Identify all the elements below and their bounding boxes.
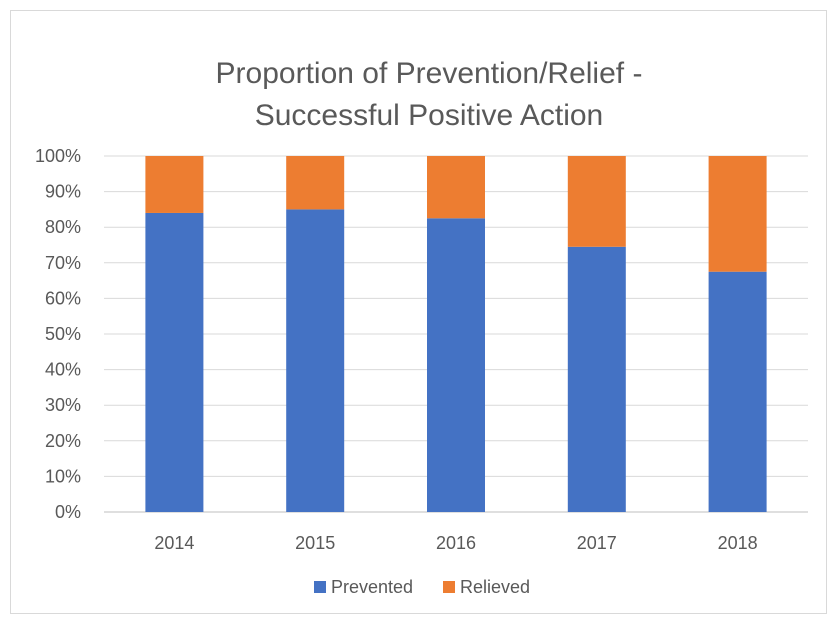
y-tick-label: 100% bbox=[35, 146, 81, 166]
legend-label-prevented: Prevented bbox=[331, 577, 413, 597]
legend: Prevented Relieved bbox=[314, 577, 530, 597]
chart-title-line-1: Proportion of Prevention/Relief - bbox=[216, 57, 643, 90]
chart-svg: Proportion of Prevention/Relief - Succes… bbox=[35, 57, 808, 597]
y-tick-label: 50% bbox=[45, 324, 81, 344]
x-tick-label: 2017 bbox=[577, 533, 617, 553]
x-tick-label: 2018 bbox=[718, 533, 758, 553]
bar-prevented-2018 bbox=[708, 271, 767, 512]
bar-prevented-2017 bbox=[567, 246, 626, 512]
bar-relieved-2014 bbox=[145, 156, 204, 213]
y-tick-label: 80% bbox=[45, 217, 81, 237]
legend-swatch-prevented bbox=[314, 581, 326, 593]
chart-title-line-2: Successful Positive Action bbox=[255, 99, 604, 132]
bar-prevented-2015 bbox=[286, 209, 345, 512]
y-tick-label: 40% bbox=[45, 360, 81, 380]
bar-prevented-2014 bbox=[145, 212, 204, 512]
bars bbox=[145, 156, 767, 513]
bar-relieved-2017 bbox=[567, 156, 626, 247]
x-tick-label: 2015 bbox=[295, 533, 335, 553]
x-tick-label: 2014 bbox=[154, 533, 194, 553]
y-tick-label: 10% bbox=[45, 466, 81, 486]
chart-frame: Proportion of Prevention/Relief - Succes… bbox=[10, 10, 827, 614]
y-tick-label: 60% bbox=[45, 288, 81, 308]
legend-label-relieved: Relieved bbox=[460, 577, 530, 597]
axis-labels: 0% 10% 20% 30% 40% 50% 60% 70% 80% 90% 100% 2014 201… bbox=[35, 146, 758, 553]
y-tick-label: 90% bbox=[45, 182, 81, 202]
legend-swatch-relieved bbox=[443, 581, 455, 593]
bar-prevented-2016 bbox=[427, 218, 485, 513]
y-tick-label: 30% bbox=[45, 395, 81, 415]
x-tick-label: 2016 bbox=[436, 533, 476, 553]
bar-relieved-2016 bbox=[427, 156, 485, 219]
y-tick-label: 20% bbox=[45, 431, 81, 451]
bar-relieved-2015 bbox=[286, 156, 345, 210]
bar-relieved-2018 bbox=[708, 156, 767, 272]
y-tick-label: 70% bbox=[45, 253, 81, 273]
y-tick-label: 0% bbox=[55, 502, 81, 522]
